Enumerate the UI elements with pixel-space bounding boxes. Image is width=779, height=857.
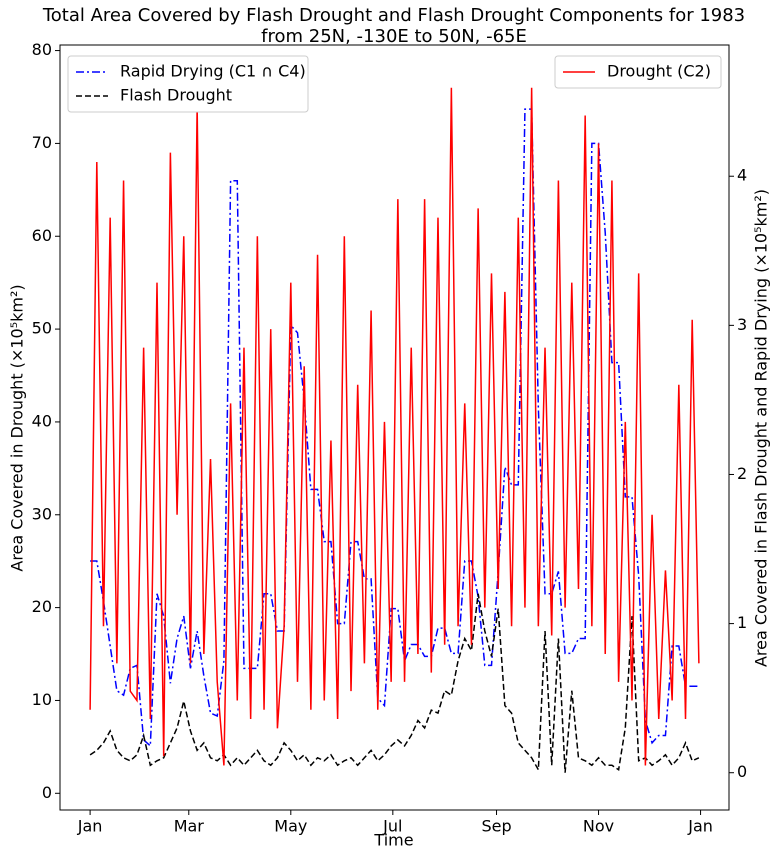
legend-label: Drought (C2) [607, 62, 711, 81]
legend-box [67, 55, 309, 113]
data-line [89, 593, 700, 773]
x-tick-label: Jul [382, 817, 402, 836]
x-tick-label: Sep [481, 817, 511, 836]
y-tick-label: 60 [32, 226, 52, 245]
y-tick-label: 50 [32, 319, 52, 338]
y-tick-label: 40 [32, 411, 52, 430]
y2-tick-label: 1 [737, 613, 747, 632]
data-line [89, 87, 700, 766]
plot-frame [59, 44, 730, 811]
legend-label: Rapid Drying (C1 ∩ C4) [120, 62, 306, 81]
y-axis-label: Area Covered in Drought (×10⁵km²) [8, 284, 27, 571]
y-tick-label: 30 [32, 504, 52, 523]
x-tick-label: May [274, 817, 307, 836]
legend-box [554, 55, 722, 89]
y2-tick-label: 2 [737, 464, 747, 483]
data-line [90, 108, 699, 748]
y-tick-label: 0 [42, 783, 52, 802]
x-tick-label: Jan [77, 817, 103, 836]
y2-tick-label: 4 [737, 166, 747, 185]
y2-tick-label: 3 [737, 315, 747, 334]
x-axis-label: Time [373, 831, 413, 850]
legend-label: Flash Drought [120, 86, 232, 105]
y-tick-label: 10 [32, 690, 52, 709]
x-tick-label: Mar [174, 817, 205, 836]
x-tick-label: Jan [687, 817, 713, 836]
y-tick-label: 70 [32, 133, 52, 152]
chart-title: Total Area Covered by Flash Drought and … [42, 5, 745, 26]
chart-subtitle: from 25N, -130E to 50N, -65E [261, 26, 527, 47]
x-tick-label: Nov [583, 817, 614, 836]
y2-axis-label: Area Covered in Flash Drought and Rapid … [752, 189, 771, 667]
y2-tick-label: 0 [737, 762, 747, 781]
y-tick-label: 20 [32, 597, 52, 616]
y-tick-label: 80 [32, 40, 52, 59]
